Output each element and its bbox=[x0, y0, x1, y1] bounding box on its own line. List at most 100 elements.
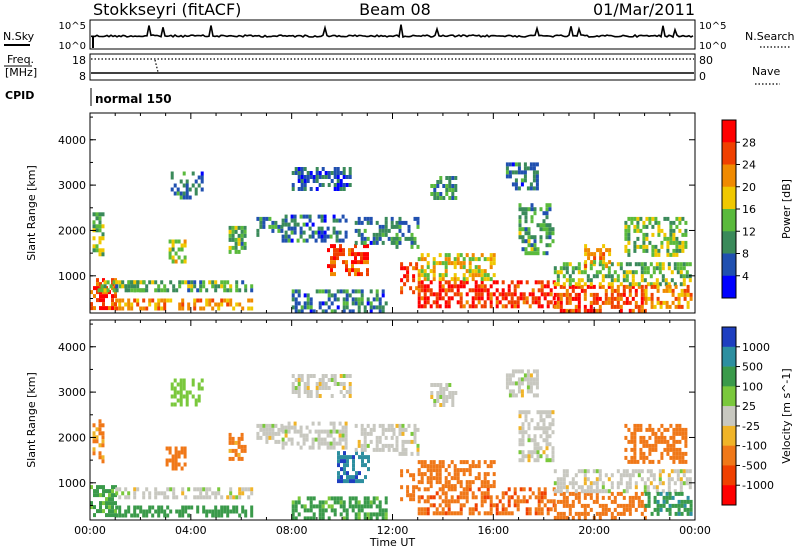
velocity-cell bbox=[542, 418, 546, 423]
power-cell bbox=[453, 261, 457, 266]
power-cell bbox=[105, 294, 108, 299]
power-cell bbox=[683, 288, 687, 293]
velocity-cell bbox=[202, 509, 206, 514]
velocity-cell bbox=[559, 515, 563, 520]
velocity-cell bbox=[291, 504, 295, 509]
power-cell bbox=[607, 300, 611, 305]
power-cell bbox=[495, 280, 499, 285]
power-cell bbox=[240, 233, 244, 238]
velocity-cell bbox=[642, 455, 646, 460]
power-cell bbox=[406, 270, 410, 275]
power-cell bbox=[640, 296, 644, 301]
velocity-cell bbox=[179, 386, 183, 391]
power-cell bbox=[650, 304, 654, 309]
power-cell bbox=[297, 301, 301, 306]
power-cell bbox=[649, 274, 653, 279]
velocity-cell bbox=[672, 451, 676, 456]
velocity-cell bbox=[357, 516, 361, 521]
power-cell bbox=[369, 309, 373, 314]
velocity-patch bbox=[90, 485, 117, 518]
power-cell bbox=[545, 211, 549, 216]
velocity-cell bbox=[474, 495, 478, 500]
velocity-cell bbox=[662, 495, 666, 500]
power-cell bbox=[622, 288, 626, 293]
velocity-cell bbox=[648, 427, 652, 432]
velocity-cell bbox=[613, 495, 617, 500]
power-cell bbox=[360, 301, 364, 306]
power-cell bbox=[366, 268, 369, 273]
velocity-cell bbox=[651, 443, 655, 448]
velocity-cell bbox=[384, 496, 388, 501]
velocity-cell bbox=[521, 454, 525, 459]
velocity-cell bbox=[354, 516, 358, 521]
velocity-cell bbox=[640, 477, 644, 482]
velocity-cell bbox=[340, 475, 343, 480]
power-cell bbox=[166, 298, 170, 303]
power-cell bbox=[596, 248, 600, 253]
velocity-cell bbox=[631, 473, 635, 478]
power-cell bbox=[151, 280, 155, 285]
velocity-cell bbox=[101, 459, 105, 464]
velocity-cell bbox=[524, 410, 528, 415]
velocity-cell bbox=[589, 495, 593, 500]
power-cell bbox=[98, 228, 102, 233]
velocity-cell bbox=[297, 382, 301, 386]
power-cell bbox=[320, 230, 324, 235]
velocity-cell bbox=[238, 491, 242, 496]
velocity-cell bbox=[332, 445, 336, 450]
power-cell bbox=[642, 224, 646, 229]
velocity-cell bbox=[545, 438, 549, 443]
power-cell bbox=[372, 236, 376, 241]
velocity-cell bbox=[456, 476, 460, 481]
power-cell bbox=[392, 224, 396, 229]
power-cell bbox=[627, 252, 631, 257]
velocity-cell bbox=[430, 383, 434, 387]
velocity-cell bbox=[256, 435, 260, 440]
power-cell bbox=[534, 300, 538, 305]
power-cell bbox=[527, 235, 531, 240]
power-cell bbox=[518, 223, 522, 228]
velocity-cell bbox=[551, 410, 555, 415]
velocity-cell bbox=[315, 382, 319, 386]
velocity-cell bbox=[259, 423, 263, 428]
velocity-cell bbox=[200, 386, 204, 391]
velocity-cell bbox=[542, 410, 546, 415]
velocity-cell bbox=[649, 469, 653, 474]
velocity-cell bbox=[406, 485, 410, 490]
power-cell bbox=[643, 308, 647, 313]
velocity-cell bbox=[329, 433, 333, 438]
velocity-cell bbox=[486, 511, 490, 516]
nsky-trace-line bbox=[91, 24, 694, 39]
power-cell bbox=[583, 308, 587, 313]
power-cell bbox=[416, 244, 420, 249]
power-ytick-label: 2000 bbox=[58, 224, 86, 237]
velocity-cell bbox=[321, 500, 325, 505]
velocity-cell bbox=[202, 487, 206, 492]
power-cell bbox=[133, 298, 137, 303]
velocity-cell bbox=[435, 491, 439, 496]
power-cell bbox=[501, 288, 505, 293]
velocity-cell bbox=[229, 491, 233, 496]
power-cell bbox=[211, 280, 215, 285]
power-cell bbox=[636, 220, 640, 225]
velocity-cell bbox=[465, 480, 469, 485]
velocity-cell bbox=[639, 439, 643, 444]
power-cell bbox=[309, 305, 313, 310]
velocity-cell bbox=[574, 473, 578, 478]
power-cell bbox=[453, 280, 457, 285]
power-cell bbox=[462, 265, 466, 270]
power-cell bbox=[595, 292, 599, 297]
velocity-cell bbox=[450, 460, 454, 465]
velocity-xtick-label: 04:00 bbox=[175, 524, 207, 537]
velocity-cell bbox=[311, 421, 315, 426]
power-cell bbox=[516, 296, 520, 301]
power-cell bbox=[366, 272, 369, 277]
power-cell bbox=[241, 280, 245, 285]
power-cell bbox=[453, 257, 457, 262]
velocity-cell bbox=[528, 495, 532, 500]
velocity-cell bbox=[489, 464, 493, 469]
velocity-cell bbox=[517, 381, 521, 386]
power-cell bbox=[420, 304, 424, 309]
velocity-cell bbox=[111, 505, 114, 510]
power-cell bbox=[511, 170, 515, 175]
